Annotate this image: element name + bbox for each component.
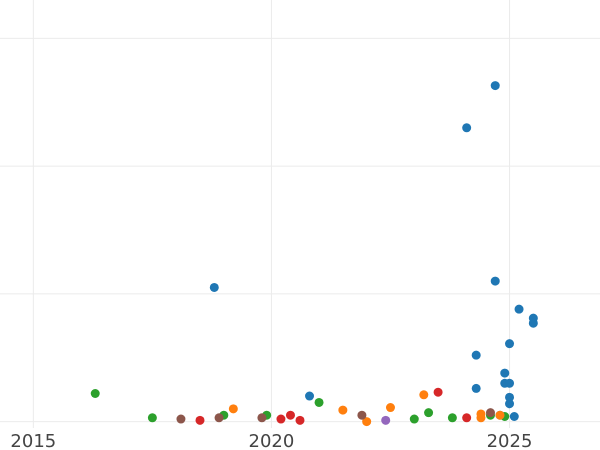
data-point [295,415,305,425]
data-point [214,413,224,423]
data-point [209,282,219,292]
x-axis-ticks: 2015 2020 2025 [10,431,532,450]
data-point [490,276,500,286]
data-point [471,350,481,360]
data-point [528,318,538,328]
data-point [500,368,510,378]
data-point [362,417,372,427]
data-point [495,410,505,420]
x-tick-label: 2015 [10,431,56,450]
data-point [147,413,157,423]
data-point [338,405,348,415]
data-point [409,414,419,424]
data-point [509,412,519,422]
data-point [505,399,515,409]
data-point [195,415,205,425]
data-point [476,413,486,423]
data-point [314,397,324,407]
data-point [505,392,515,402]
data-point [505,378,515,388]
data-point [419,390,429,400]
data-point [490,81,500,91]
data-point [424,408,434,418]
data-point [257,413,267,423]
data-point [285,410,295,420]
data-point [228,404,238,414]
data-point [505,339,515,349]
data-point [514,304,524,314]
grid [0,0,600,428]
data-point [305,391,315,401]
data-point [176,414,186,424]
data-point [433,387,443,397]
data-point [485,408,495,418]
x-tick-label: 2020 [249,431,295,450]
data-point [90,389,100,399]
data-point [357,410,367,420]
data-point [276,414,286,424]
data-points [90,81,538,427]
x-tick-label: 2025 [487,431,533,450]
data-point [381,415,391,425]
data-point [447,413,457,423]
data-point [462,413,472,423]
data-point [385,403,395,413]
data-point [471,383,481,393]
data-point [462,123,472,133]
